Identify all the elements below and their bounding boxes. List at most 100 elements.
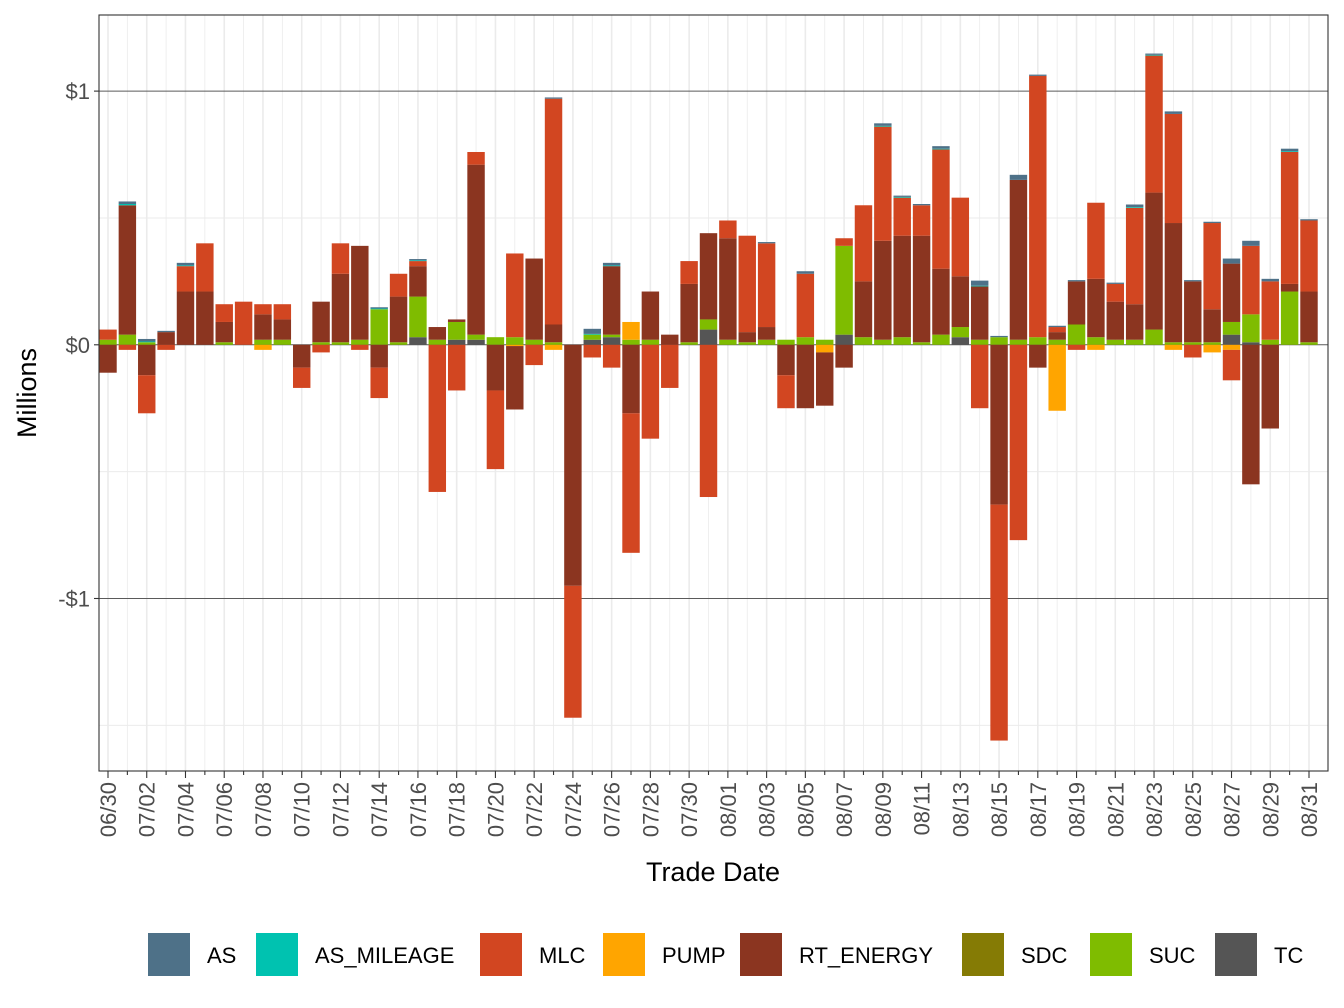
bar-mlc — [1087, 202, 1105, 279]
bar-mlc — [757, 243, 776, 328]
x-tick-label: 07/16 — [406, 782, 431, 837]
bar-mlc — [990, 504, 1008, 741]
bar-mlc — [1145, 55, 1163, 193]
bar-rt-energy — [932, 268, 950, 335]
bar-rt-energy — [1280, 283, 1299, 292]
bar-rt-energy — [1125, 304, 1144, 340]
bar-mlc — [525, 344, 543, 366]
bar-mlc — [409, 261, 427, 267]
bar-suc — [719, 339, 737, 345]
bar-rt-energy — [1242, 344, 1260, 485]
bar-as-mileage — [118, 204, 137, 206]
bar-as-mileage — [893, 196, 911, 198]
bar-suc — [990, 337, 1008, 345]
bar-mlc — [680, 261, 698, 284]
x-tick-label: 08/19 — [1065, 782, 1090, 837]
bar-as — [1280, 148, 1299, 152]
bar-suc — [602, 334, 621, 338]
bar-rt-energy — [331, 273, 350, 343]
x-tick-label: 08/23 — [1142, 782, 1167, 837]
bar-mlc — [1203, 223, 1221, 310]
bar-mlc — [118, 344, 137, 350]
bar-as-mileage — [583, 333, 601, 335]
bar-rt-energy — [641, 291, 660, 340]
bar-rt-energy — [738, 332, 756, 343]
legend-key-as-mileage — [256, 933, 298, 976]
bar-mlc — [1222, 349, 1241, 381]
bar-rt-energy — [602, 266, 621, 335]
x-tick-label: 07/04 — [173, 782, 198, 837]
bar-rt-energy — [893, 235, 911, 338]
bar-pump — [1087, 344, 1105, 350]
x-axis-title: Trade Date — [646, 857, 780, 887]
bar-mlc — [138, 375, 156, 414]
bar-as — [1261, 278, 1279, 282]
bar-as — [874, 123, 892, 126]
bar-mlc — [389, 273, 408, 297]
bar-suc — [1145, 329, 1163, 345]
bar-as — [893, 195, 911, 197]
bar-suc — [1184, 342, 1202, 345]
bar-as — [1164, 111, 1183, 114]
bar-as — [157, 330, 175, 333]
bar-suc — [138, 342, 156, 345]
bar-rt-energy — [1048, 332, 1066, 340]
legend-key-suc — [1090, 933, 1132, 976]
bar-mlc — [1009, 344, 1028, 541]
bar-rt-energy — [99, 344, 117, 373]
bar-mlc — [486, 390, 505, 470]
bar-tc — [951, 337, 970, 345]
bar-suc — [486, 337, 505, 345]
bar-rt-energy — [951, 276, 970, 328]
bar-as — [1222, 258, 1241, 264]
bar-mlc — [893, 197, 911, 236]
bar-mlc — [932, 149, 950, 269]
bar-mlc — [428, 344, 447, 492]
bar-rt-energy — [874, 240, 892, 340]
bar-as — [370, 307, 388, 309]
bar-as-mileage — [409, 260, 427, 262]
bar-mlc — [854, 205, 873, 282]
bar-suc — [912, 342, 931, 345]
bar-mlc — [622, 413, 640, 553]
bar-pump — [816, 344, 834, 353]
bar-mlc — [215, 304, 233, 322]
bar-suc — [757, 339, 776, 345]
bar-as-mileage — [1125, 207, 1144, 208]
bar-mlc — [602, 344, 621, 368]
x-tick-label: 08/09 — [871, 782, 896, 837]
bar-mlc — [912, 205, 931, 236]
legend-label: MLC — [539, 943, 586, 968]
bar-rt-energy — [138, 344, 156, 376]
bar-mlc — [292, 367, 311, 388]
bars — [99, 53, 1318, 741]
bar-rt-energy — [854, 281, 873, 338]
bar-as — [1009, 174, 1028, 180]
bar-as — [1029, 74, 1047, 76]
bar-rt-energy — [312, 301, 330, 343]
bar-as — [138, 338, 156, 342]
bar-mlc — [1242, 245, 1260, 315]
bar-tc — [1222, 334, 1241, 345]
bar-suc — [370, 309, 388, 345]
bar-mlc — [447, 344, 466, 391]
bar-mlc — [583, 344, 601, 358]
bar-suc — [816, 339, 834, 345]
bar-pump — [1048, 344, 1066, 411]
bar-mlc — [1280, 151, 1299, 284]
legend-label: TC — [1274, 943, 1303, 968]
x-tick-label: 07/20 — [483, 782, 508, 837]
bar-as — [409, 259, 427, 261]
bar-suc — [1280, 291, 1299, 345]
bar-mlc — [234, 301, 253, 345]
bar-pump — [254, 344, 272, 350]
bar-pump — [1203, 344, 1221, 353]
bar-suc — [1300, 342, 1318, 345]
bar-rt-energy — [370, 344, 388, 368]
bar-pump — [1222, 344, 1241, 350]
bar-as — [602, 262, 621, 266]
bar-mlc — [157, 344, 175, 350]
x-tick-label: 07/14 — [367, 782, 392, 837]
bar-mlc — [196, 243, 214, 292]
legend-key-tc — [1215, 933, 1257, 976]
